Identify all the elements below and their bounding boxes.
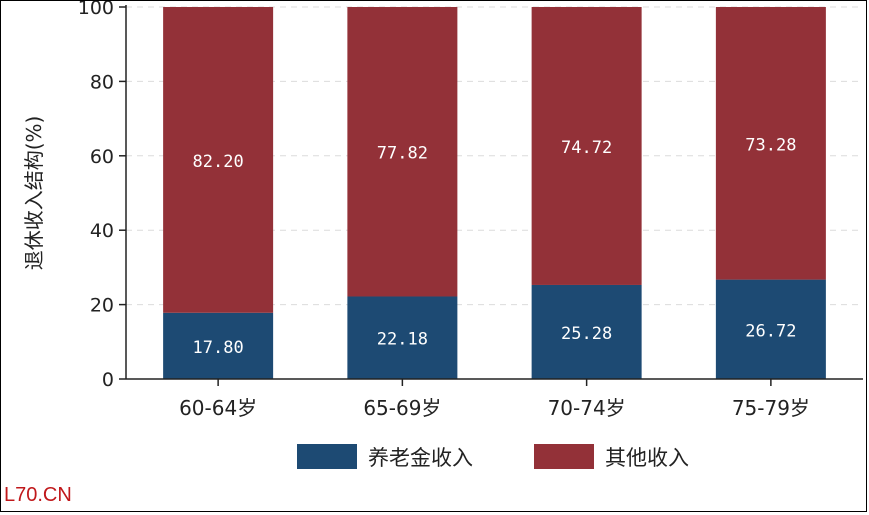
bar-other (347, 7, 458, 297)
watermark: L70.CN (4, 484, 72, 506)
bar-other (531, 7, 642, 285)
bar-pension (163, 312, 274, 379)
bar-pension (715, 279, 826, 379)
bar-pension (531, 284, 642, 379)
legend-label: 养老金收入 (368, 446, 473, 470)
data-label: 22.18 (377, 330, 428, 350)
data-label: 82.20 (193, 152, 244, 172)
y-tick-label: 0 (102, 369, 114, 391)
y-tick-label: 20 (90, 295, 114, 317)
data-label: 73.28 (745, 135, 796, 155)
y-tick-label: 60 (90, 146, 114, 168)
x-tick-label: 70-74岁 (548, 396, 626, 420)
y-tick-label: 40 (90, 220, 114, 242)
x-tick-label: 65-69岁 (363, 396, 441, 420)
x-tick-label: 60-64岁 (179, 396, 257, 420)
data-label: 74.72 (561, 138, 612, 158)
bar-pension (347, 296, 458, 379)
data-label: 17.80 (193, 338, 244, 358)
data-label: 26.72 (745, 321, 796, 341)
bar-other (163, 7, 274, 313)
y-axis-label: 退休收入结构(%) (22, 116, 46, 271)
legend-swatch (297, 444, 357, 469)
y-tick-label: 80 (90, 71, 114, 93)
data-label: 25.28 (561, 324, 612, 344)
legend-label: 其他收入 (605, 446, 689, 470)
data-label: 77.82 (377, 144, 428, 164)
y-tick-label: 100 (78, 1, 114, 19)
x-tick-label: 75-79岁 (732, 396, 810, 420)
legend-swatch (534, 444, 594, 469)
bar-other (715, 7, 826, 280)
